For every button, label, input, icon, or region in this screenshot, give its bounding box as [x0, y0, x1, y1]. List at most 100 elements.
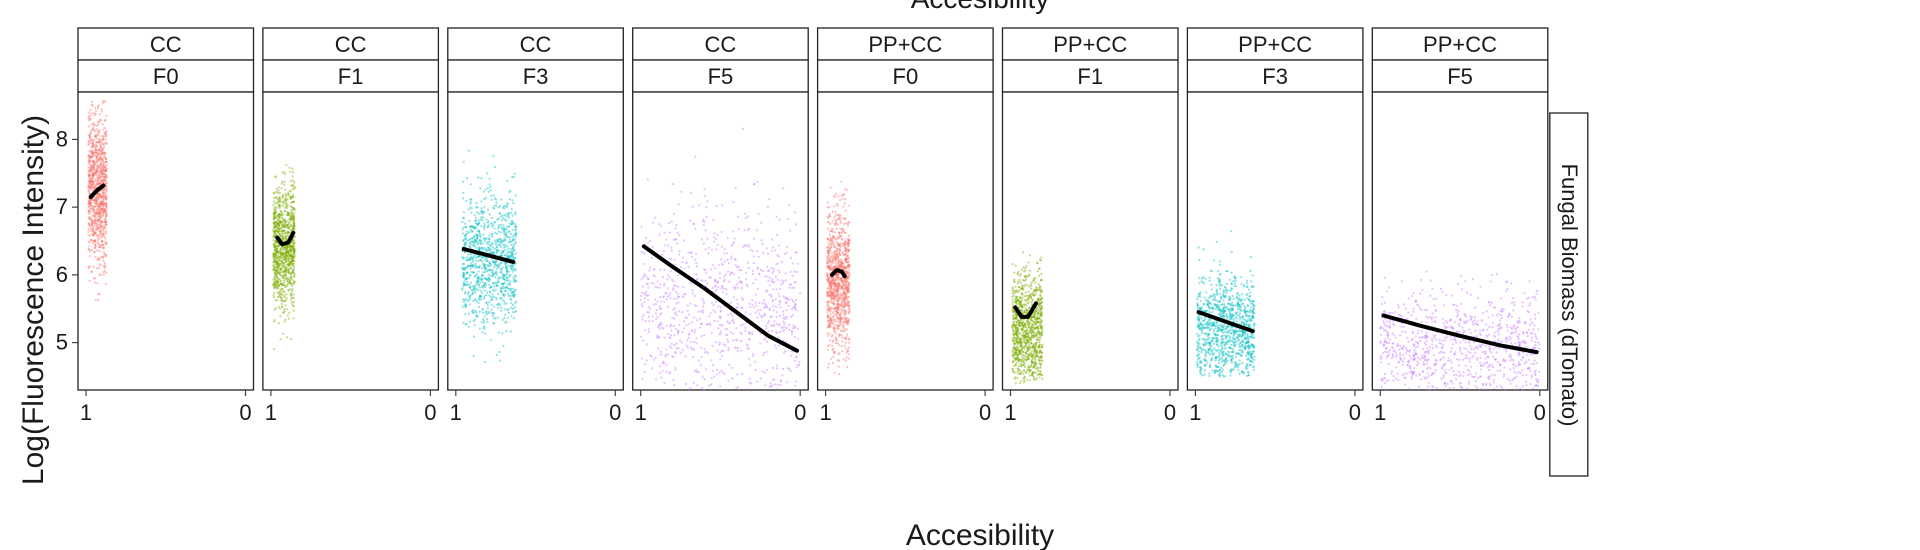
data-point — [749, 313, 752, 316]
data-point — [652, 303, 655, 306]
data-point — [826, 261, 829, 264]
data-point — [794, 281, 797, 284]
data-point — [723, 287, 726, 290]
data-point — [88, 184, 91, 187]
data-point — [87, 140, 91, 143]
data-point — [475, 202, 478, 205]
data-point — [840, 279, 843, 282]
data-point — [99, 170, 102, 173]
data-point — [475, 273, 478, 276]
data-point — [480, 260, 484, 263]
data-point — [91, 173, 94, 176]
data-point — [495, 273, 498, 276]
data-point — [695, 337, 698, 340]
data-point — [276, 248, 279, 251]
data-point — [669, 270, 672, 273]
data-point — [689, 219, 692, 222]
data-point — [101, 220, 104, 223]
data-point — [89, 218, 93, 221]
data-point — [515, 241, 518, 244]
data-point — [103, 172, 106, 175]
data-point — [104, 232, 108, 235]
data-point — [94, 148, 97, 151]
data-point — [97, 196, 100, 199]
data-point — [492, 321, 495, 325]
data-point — [280, 253, 283, 256]
data-point — [695, 305, 698, 308]
data-point — [504, 266, 507, 269]
data-point — [105, 169, 108, 172]
data-point — [828, 282, 831, 285]
data-point — [281, 262, 284, 265]
data-point — [847, 221, 850, 224]
data-point — [90, 222, 93, 225]
data-point — [471, 289, 474, 293]
data-point — [827, 252, 831, 255]
data-point — [670, 342, 673, 346]
data-point — [100, 208, 103, 211]
data-point — [654, 312, 658, 315]
data-point — [95, 156, 98, 159]
data-point — [827, 348, 830, 351]
data-point — [488, 183, 491, 186]
data-point — [286, 283, 289, 287]
data-point — [734, 288, 737, 291]
data-point — [97, 227, 100, 230]
data-point — [488, 294, 491, 297]
data-point — [105, 175, 108, 178]
data-point — [89, 149, 92, 152]
data-point — [88, 170, 91, 173]
data-point — [90, 101, 93, 104]
data-point — [683, 239, 686, 242]
data-point — [697, 310, 700, 313]
data-point — [101, 202, 104, 205]
data-point — [96, 165, 99, 168]
data-point — [92, 179, 95, 182]
data-point — [487, 225, 490, 228]
data-point — [99, 144, 102, 147]
data-point — [651, 245, 654, 249]
data-point — [711, 344, 714, 348]
data-point — [486, 320, 489, 323]
data-point — [97, 243, 100, 246]
data-point — [93, 174, 96, 177]
data-point — [494, 317, 497, 320]
data-point — [91, 220, 94, 224]
data-point — [754, 293, 758, 296]
data-point — [100, 239, 103, 242]
data-point — [469, 198, 472, 201]
strip-treatment-label: CC — [335, 32, 367, 57]
data-point — [701, 311, 705, 314]
data-point — [658, 222, 661, 225]
data-point — [99, 182, 102, 185]
data-point — [105, 188, 108, 191]
data-point — [273, 267, 276, 270]
data-point — [99, 204, 102, 207]
data-point — [763, 371, 766, 374]
data-point — [732, 296, 736, 299]
data-point — [100, 202, 103, 205]
data-point — [725, 252, 729, 255]
data-point — [102, 172, 105, 176]
data-point — [100, 166, 103, 169]
data-point — [720, 349, 723, 352]
data-point — [647, 315, 651, 318]
data-point — [88, 108, 92, 112]
data-point — [497, 265, 501, 269]
data-point — [501, 285, 505, 288]
data-point — [90, 168, 94, 171]
data-point — [102, 194, 105, 197]
data-point — [503, 316, 506, 320]
data-point — [665, 238, 668, 241]
data-point — [779, 379, 783, 382]
data-point — [104, 157, 107, 160]
data-point — [89, 198, 92, 201]
data-point — [843, 284, 846, 287]
data-point — [462, 180, 465, 183]
strip-treatment: CC — [632, 27, 809, 61]
data-point — [792, 306, 795, 309]
data-point — [94, 218, 97, 221]
data-point — [511, 270, 514, 273]
data-point — [505, 215, 508, 218]
data-point — [499, 261, 502, 265]
